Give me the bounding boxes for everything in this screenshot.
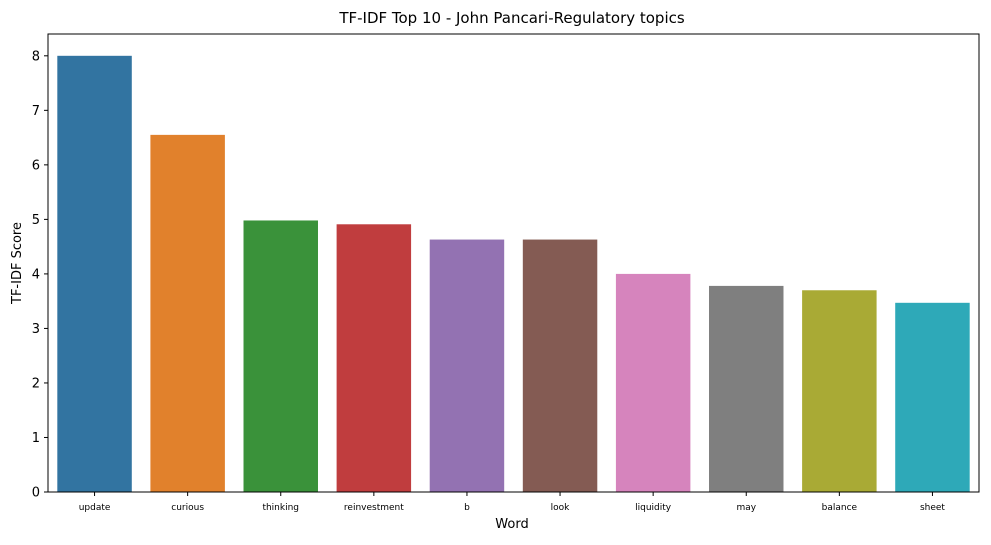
y-tick-label: 4 [32,267,40,282]
bar-reinvestment [336,224,412,493]
y-tick-label: 7 [32,104,40,119]
x-tick-label: b [464,503,470,513]
bar-may [709,285,784,492]
y-tick-label: 8 [32,49,40,64]
x-axis-label: Word [495,517,528,532]
x-tick-label: look [551,503,571,513]
bar-thinking [243,220,318,492]
y-tick-label: 5 [32,213,40,228]
y-axis-label: TF-IDF Score [10,222,25,305]
plot-area: 0 1 2 3 4 5 6 7 8 update curious thinking reinvestme… [32,33,980,513]
y-tick-label: 2 [32,376,40,391]
y-tick-label: 1 [32,431,40,446]
x-tick-label: curious [171,503,204,513]
x-tick-label: update [79,503,111,513]
bar-curious [150,134,225,492]
bar-update [57,55,132,493]
x-tick-label: balance [822,503,858,513]
bar-balance [802,290,877,492]
y-tick-label: 3 [32,322,40,337]
bar-liquidity [615,273,691,492]
bar-b [429,239,505,492]
x-tick-label: thinking [262,503,299,513]
chart-title: TF-IDF Top 10 - John Pancari-Regulatory … [338,9,685,27]
x-tick-label: liquidity [635,503,672,513]
y-tick-label: 6 [32,158,40,173]
plot-frame [47,33,980,493]
bar-look [522,239,598,492]
x-tick-label: may [736,503,756,513]
bar-sheet [895,302,970,492]
x-tick-label: sheet [920,503,945,513]
x-tick-label: reinvestment [344,503,404,513]
y-tick-label: 0 [32,486,40,501]
